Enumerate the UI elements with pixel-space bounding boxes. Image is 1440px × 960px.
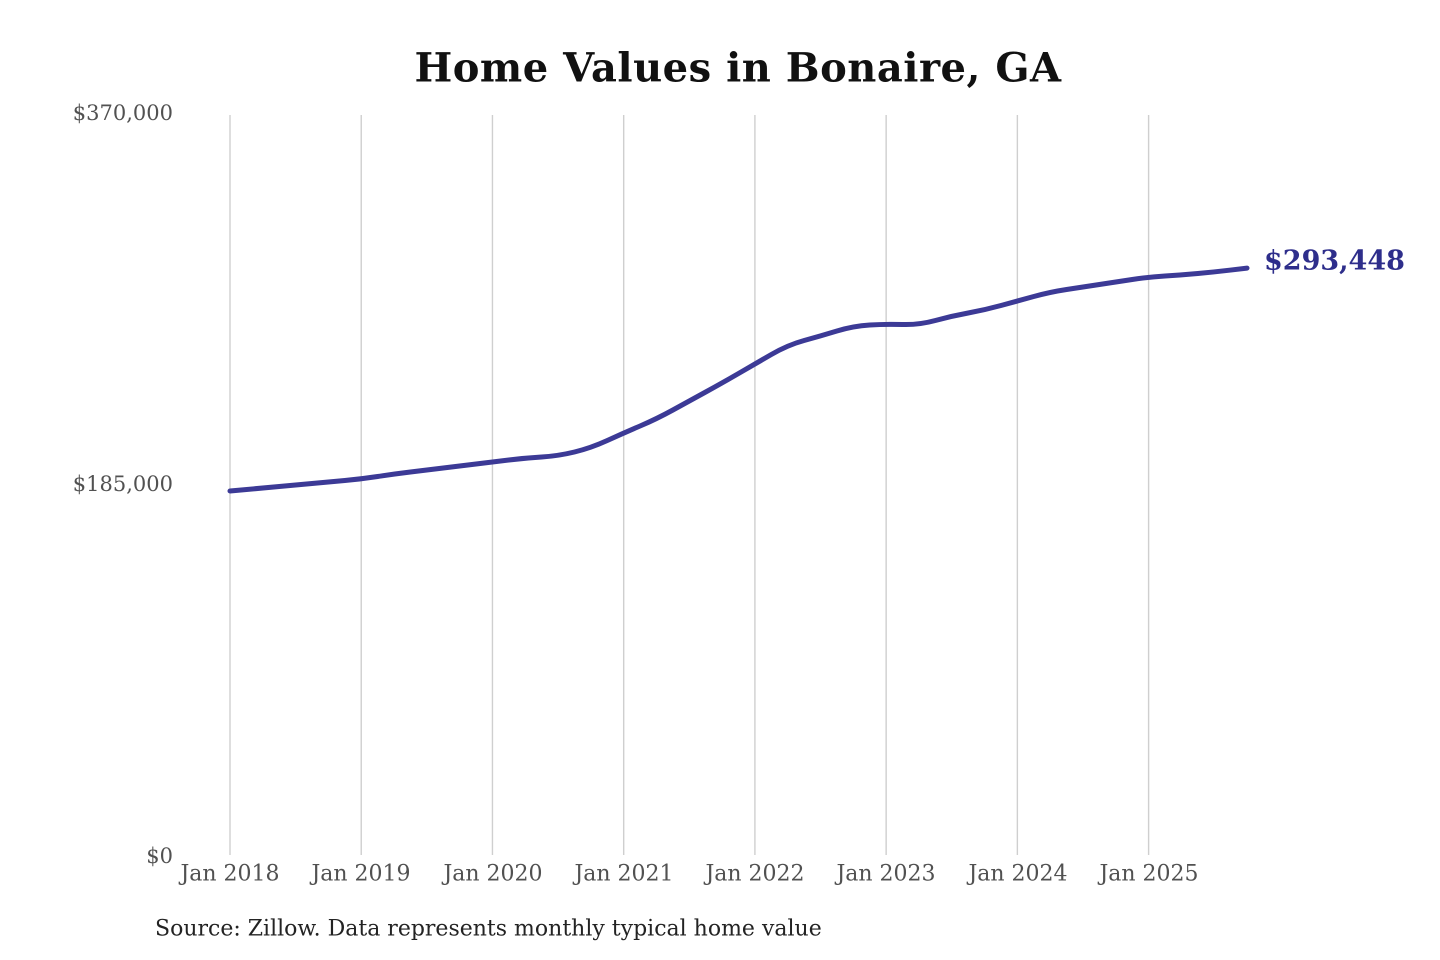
y-axis-tick-370000: $370,000 bbox=[72, 101, 173, 125]
latest-value-label: $293,448 bbox=[1264, 245, 1405, 277]
x-axis-tick-jan-2019: Jan 2019 bbox=[311, 861, 411, 887]
x-axis-tick-jan-2021: Jan 2021 bbox=[574, 861, 674, 887]
x-axis-tick-jan-2020: Jan 2020 bbox=[443, 861, 543, 887]
y-axis-tick-0: $0 bbox=[146, 844, 173, 868]
x-axis-tick-jan-2023: Jan 2023 bbox=[836, 861, 936, 887]
x-axis-tick-jan-2018: Jan 2018 bbox=[180, 861, 280, 887]
y-axis-tick-185000: $185,000 bbox=[72, 472, 173, 496]
chart-title: Home Values in Bonaire, GA bbox=[414, 44, 1062, 92]
home-value-line-series bbox=[227, 265, 1250, 494]
x-axis-tick-jan-2022: Jan 2022 bbox=[705, 861, 805, 887]
x-axis-tick-jan-2024: Jan 2024 bbox=[968, 861, 1068, 887]
source-attribution: Source: Zillow. Data represents monthly … bbox=[155, 916, 822, 942]
x-axis-tick-jan-2025: Jan 2025 bbox=[1099, 861, 1199, 887]
vertical-gridlines bbox=[229, 115, 1150, 855]
